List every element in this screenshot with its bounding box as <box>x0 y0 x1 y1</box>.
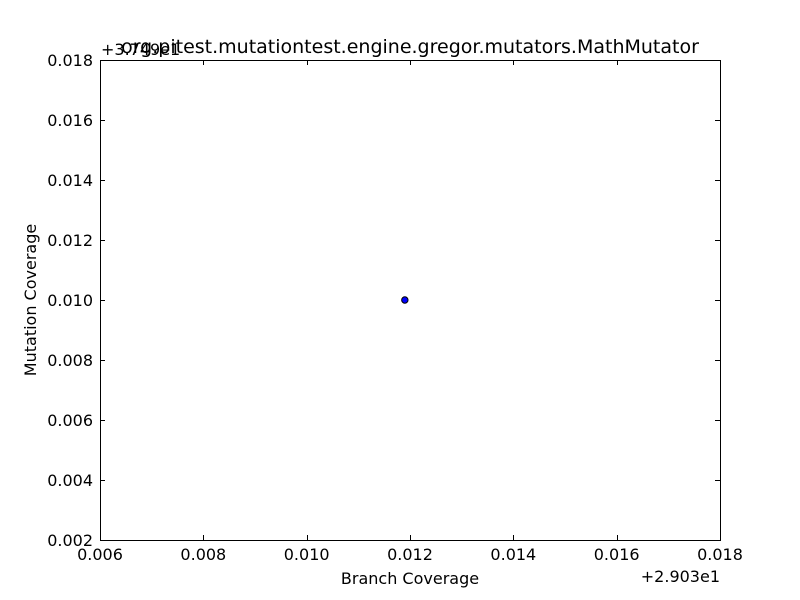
y-axis-label: Mutation Coverage <box>21 224 40 376</box>
x-tick-label: 0.010 <box>284 545 330 564</box>
y-axis-offset-label: +3.749e1 <box>101 40 180 59</box>
x-tick-label: 0.018 <box>697 545 743 564</box>
data-points <box>401 296 409 304</box>
y-tick-label: 0.016 <box>47 111 93 130</box>
y-tick-label: 0.006 <box>47 411 93 430</box>
y-tick-label: 0.004 <box>47 471 93 490</box>
x-tick-label: 0.016 <box>594 545 640 564</box>
y-tick-label: 0.018 <box>47 51 93 70</box>
x-tick-label: 0.014 <box>490 545 536 564</box>
plot-area <box>100 60 721 541</box>
y-tick-label: 0.008 <box>47 351 93 370</box>
y-tick-label: 0.014 <box>47 171 93 190</box>
x-tick-label: 0.012 <box>387 545 433 564</box>
y-tick-label: 0.012 <box>47 231 93 250</box>
x-tick-label: 0.006 <box>77 545 123 564</box>
x-axis-label: Branch Coverage <box>341 569 479 588</box>
y-axis: 0.002 0.004 0.006 0.008 0.010 0.012 0.014 0.016… <box>47 51 720 550</box>
y-tick-label: 0.010 <box>47 291 93 310</box>
chart-title: org.pitest.mutationtest.engine.gregor.mu… <box>121 36 699 58</box>
y-tick-label: 0.002 <box>47 531 93 550</box>
data-point <box>401 296 409 304</box>
x-axis-offset-label: +2.903e1 <box>641 567 720 586</box>
x-axis: 0.006 0.008 0.010 0.012 0.014 0.016 0.018 <box>77 60 743 564</box>
x-tick-label: 0.008 <box>180 545 226 564</box>
